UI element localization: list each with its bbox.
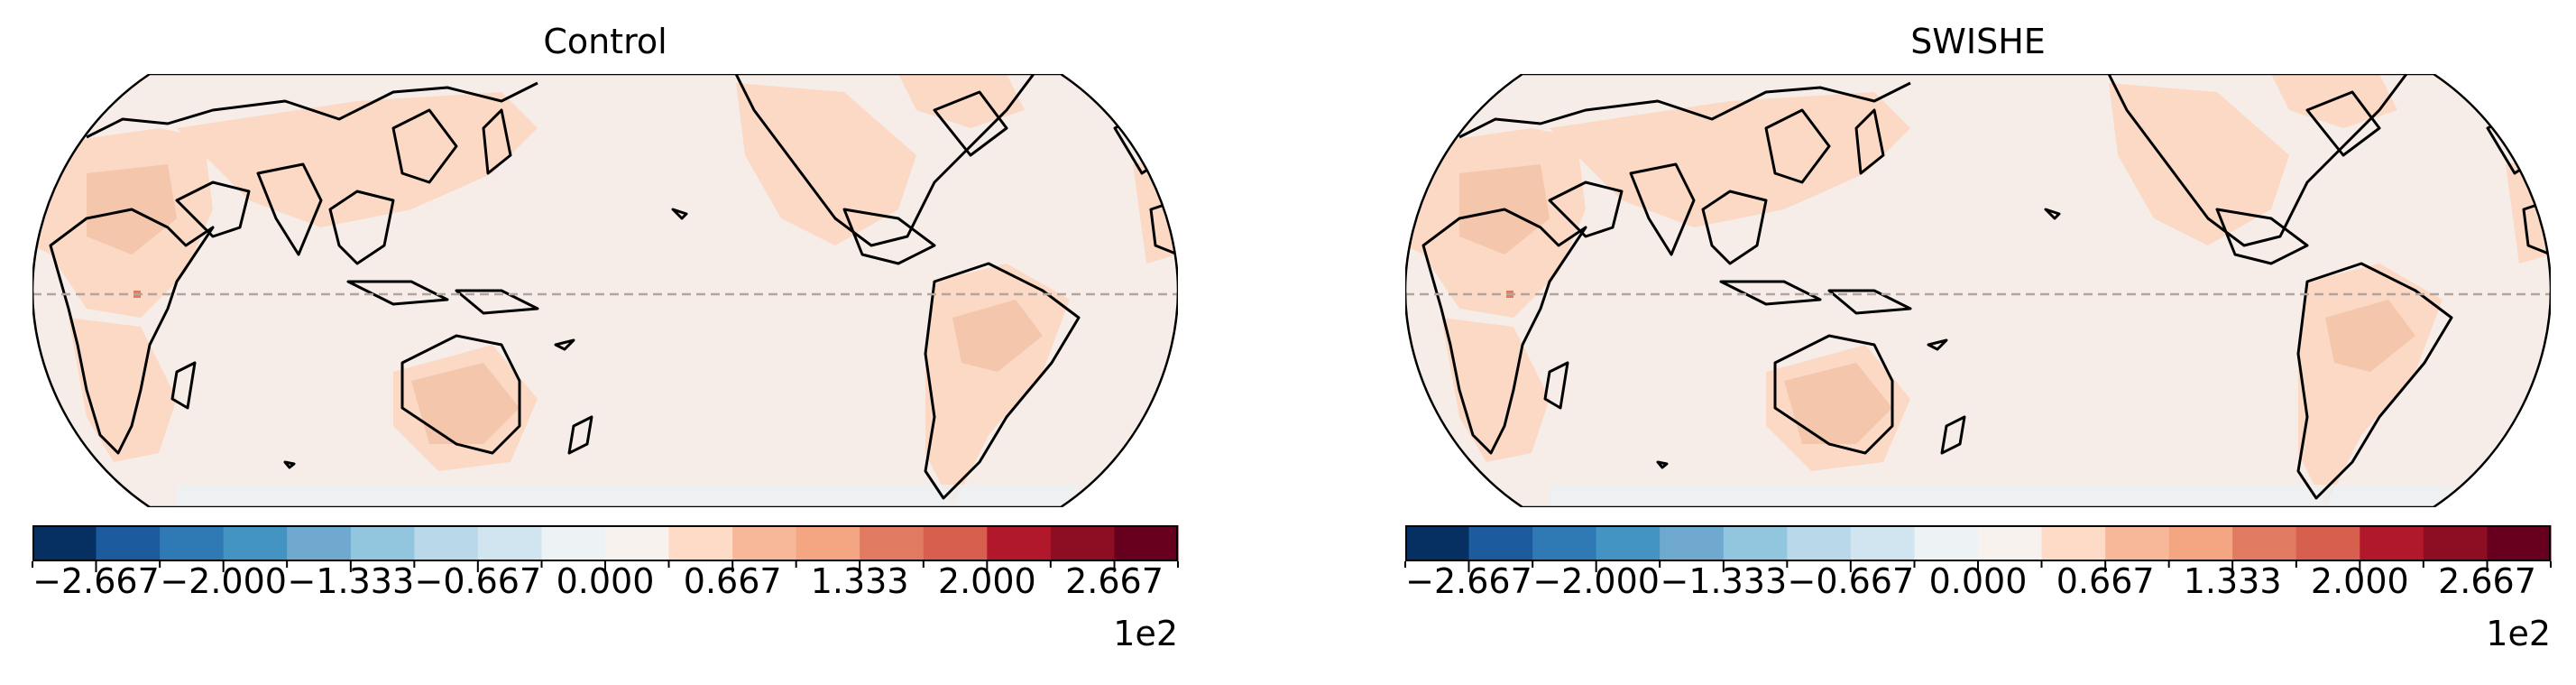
colorbar-segment bbox=[605, 525, 669, 561]
coastlines bbox=[1421, 74, 2551, 500]
colorbar-tick-label: 1.333 bbox=[810, 561, 909, 601]
colorbar-segment bbox=[923, 525, 988, 561]
map-frame bbox=[32, 74, 1178, 507]
colorbar-offset-label: 1e2 bbox=[1113, 614, 1178, 653]
colorbar-segment bbox=[1050, 525, 1116, 561]
panel-title: Control bbox=[543, 22, 667, 61]
colorbar-segment bbox=[1596, 525, 1661, 561]
colorbar-segment bbox=[477, 525, 543, 561]
colorbar-segment bbox=[2105, 525, 2170, 561]
panel-title: SWISHE bbox=[1910, 22, 2046, 61]
colorbar-segment bbox=[223, 525, 288, 561]
land-anomaly-fill bbox=[32, 74, 1178, 507]
colorbar-tick-label: −2.667 bbox=[32, 561, 160, 601]
colorbar-segment bbox=[1850, 525, 1916, 561]
colorbar-tick-label: −2.000 bbox=[1532, 561, 1660, 601]
colorbar-segment bbox=[2487, 525, 2552, 561]
colorbar-tick-label: 0.000 bbox=[1928, 561, 2028, 601]
colorbar-tick-label: −1.333 bbox=[1660, 561, 1788, 601]
map-panel-control: Control bbox=[32, 0, 1179, 685]
colorbar-segment bbox=[350, 525, 415, 561]
colorbar-segment bbox=[1468, 525, 1533, 561]
colorbar-segment bbox=[2232, 525, 2297, 561]
world-map bbox=[1405, 74, 2551, 507]
colorbar-frame bbox=[32, 525, 1178, 561]
world-map bbox=[32, 74, 1178, 507]
colorbar-tick-label: 2.000 bbox=[2310, 561, 2409, 601]
map-frame bbox=[1405, 74, 2551, 507]
coastlines bbox=[49, 74, 1178, 500]
colorbar-tick-label: −0.667 bbox=[1787, 561, 1915, 601]
colorbar-segment bbox=[1723, 525, 1788, 561]
colorbar-segment bbox=[1405, 525, 1469, 561]
colorbar-segment bbox=[2168, 525, 2233, 561]
colorbar-tick-label: 2.667 bbox=[1065, 561, 1164, 601]
colorbar-tick-label: −2.667 bbox=[1405, 561, 1532, 601]
colorbar-segment bbox=[668, 525, 733, 561]
colorbar-segment bbox=[1978, 525, 2042, 561]
colorbar bbox=[1404, 525, 2552, 572]
colorbar-segment bbox=[2360, 525, 2424, 561]
colorbar-segment bbox=[1660, 525, 1725, 561]
colorbar-tick-label: 0.667 bbox=[683, 561, 782, 601]
colorbar-segment bbox=[1914, 525, 1979, 561]
map-panel-swishe: SWISHE bbox=[1404, 0, 2552, 685]
colorbar-tick-label: −1.333 bbox=[287, 561, 415, 601]
colorbar-segment bbox=[32, 525, 97, 561]
colorbar-segment bbox=[860, 525, 925, 561]
colorbar-frame bbox=[1405, 525, 2551, 561]
colorbar-segment bbox=[287, 525, 352, 561]
colorbar-segment bbox=[2041, 525, 2106, 561]
colorbar-tick-label: 0.000 bbox=[556, 561, 655, 601]
colorbar-segment bbox=[2423, 525, 2489, 561]
colorbar-tick-label: 2.667 bbox=[2438, 561, 2536, 601]
colorbar-segment bbox=[541, 525, 606, 561]
colorbar-segment bbox=[2295, 525, 2360, 561]
colorbar-segment bbox=[160, 525, 225, 561]
colorbar-tick-label: −2.000 bbox=[160, 561, 287, 601]
colorbar-segment bbox=[732, 525, 797, 561]
colorbar bbox=[32, 525, 1179, 572]
colorbar-segment bbox=[1532, 525, 1597, 561]
colorbar-segment bbox=[96, 525, 161, 561]
colorbar-segment bbox=[796, 525, 860, 561]
colorbar-tick-label: 0.667 bbox=[2056, 561, 2155, 601]
colorbar-tick-label: 2.000 bbox=[937, 561, 1036, 601]
colorbar-offset-label: 1e2 bbox=[2486, 614, 2551, 653]
colorbar-tick-label: 1.333 bbox=[2183, 561, 2282, 601]
colorbar-segment bbox=[987, 525, 1052, 561]
colorbar-segment bbox=[1787, 525, 1852, 561]
colorbar-segment bbox=[414, 525, 479, 561]
colorbar-tick-label: −0.667 bbox=[414, 561, 542, 601]
colorbar-segment bbox=[1114, 525, 1179, 561]
